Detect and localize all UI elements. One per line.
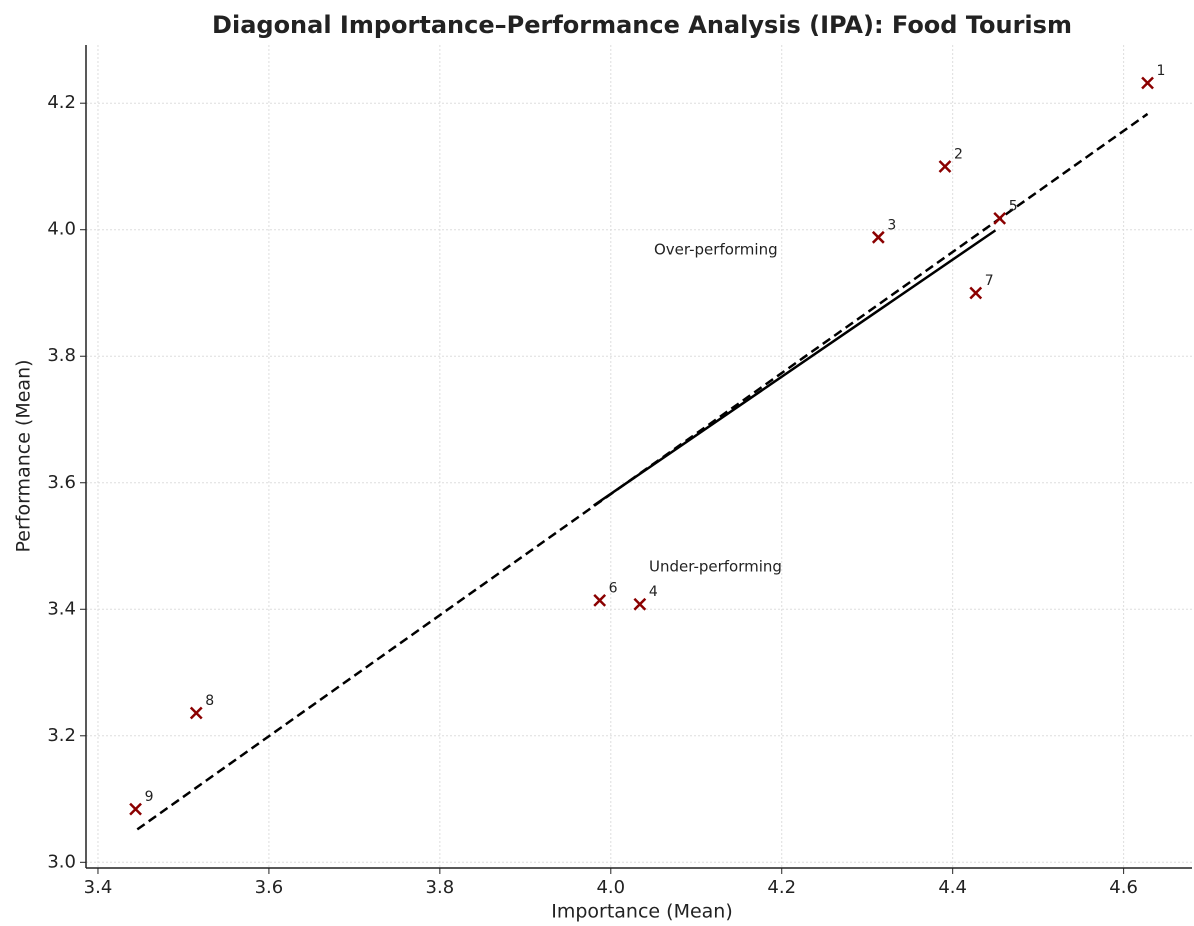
point-label: 6 [609, 580, 618, 596]
point-label: 2 [954, 146, 963, 162]
point-x [129, 802, 142, 816]
y-tick-label: 3.8 [47, 345, 76, 366]
point [871, 230, 885, 244]
point-label: 5 [1009, 198, 1018, 214]
x-tick-label: 3.8 [426, 877, 455, 898]
x-tick-label: 4.2 [767, 877, 796, 898]
y-tick-label: 3.4 [47, 598, 76, 619]
point-label: 1 [1157, 63, 1166, 79]
x-tick-label: 4.0 [596, 877, 625, 898]
x-tick-label: 4.4 [938, 877, 967, 898]
x-tick-label: 3.6 [255, 877, 284, 898]
point-x [593, 594, 607, 607]
point [593, 594, 607, 607]
y-tick-label: 4.0 [47, 219, 76, 240]
point [129, 802, 142, 816]
point-x [189, 706, 203, 720]
point [633, 597, 647, 611]
point [189, 706, 203, 720]
annotation: Over-performing [654, 241, 778, 259]
y-axis-label: Performance (Mean) [13, 359, 35, 552]
y-tick-label: 4.2 [47, 92, 76, 113]
point [993, 211, 1007, 225]
point-label: 7 [985, 273, 994, 289]
point-label: 9 [145, 789, 154, 805]
point-x [993, 211, 1007, 225]
annotation: Under-performing [649, 558, 782, 576]
point-x [1141, 76, 1154, 90]
x-tick-label: 4.6 [1109, 877, 1138, 898]
point [1141, 76, 1154, 90]
point [938, 160, 952, 173]
x-axis-label: Importance (Mean) [551, 901, 733, 923]
diagonal-line [592, 229, 997, 507]
x-tick-label: 3.4 [84, 877, 113, 898]
point-x [871, 230, 885, 244]
point-label: 8 [205, 693, 214, 709]
chart-title: Diagonal Importance–Performance Analysis… [212, 11, 1072, 39]
point-x [633, 597, 647, 611]
point-label: 3 [887, 217, 896, 233]
y-tick-label: 3.0 [47, 851, 76, 872]
point-x [938, 160, 952, 173]
point-x [969, 286, 983, 300]
y-tick-label: 3.2 [47, 725, 76, 746]
y-tick-label: 3.6 [47, 472, 76, 493]
point-label: 4 [649, 584, 658, 600]
point [969, 286, 983, 300]
